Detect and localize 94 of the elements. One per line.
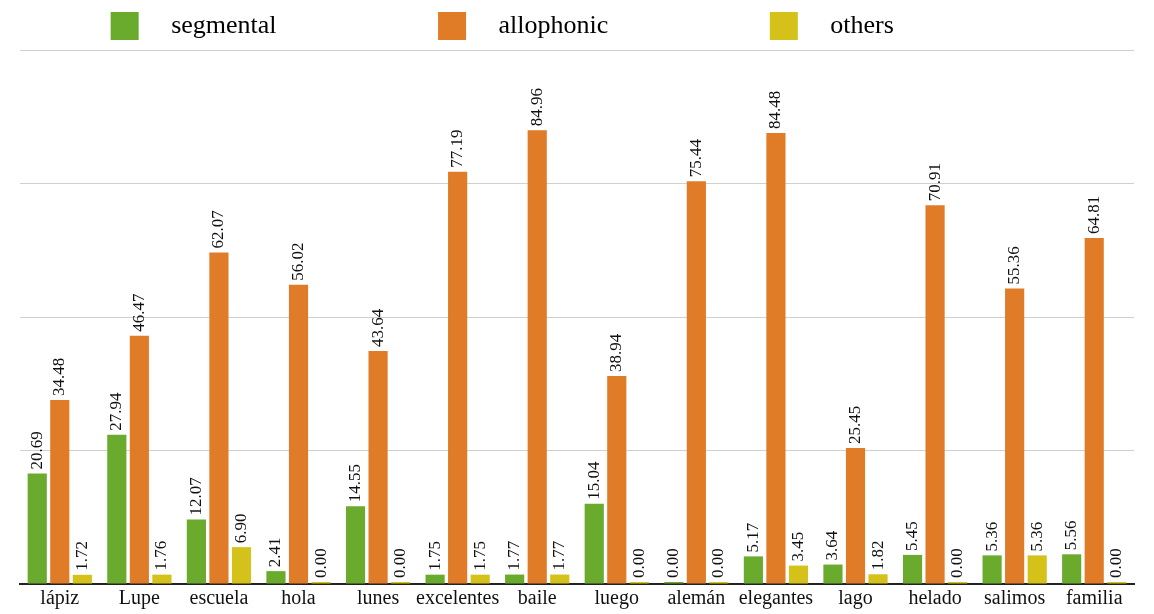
bar <box>266 571 286 584</box>
data-label: 64.81 <box>1083 195 1103 234</box>
bar <box>368 350 388 584</box>
data-label: 1.72 <box>71 541 91 571</box>
bar <box>209 252 229 584</box>
data-label: 5.17 <box>742 522 762 553</box>
data-label: 1.82 <box>867 540 887 571</box>
x-tick-label: Lupe <box>118 586 161 610</box>
legend-label: allophonic <box>479 9 758 39</box>
x-tick-label: lago <box>838 586 873 610</box>
data-label: 14.55 <box>344 464 364 503</box>
bar <box>868 574 888 584</box>
data-label: 27.94 <box>106 392 126 431</box>
bar <box>72 574 92 584</box>
bar <box>788 565 809 584</box>
x-tick-label: baile <box>517 586 557 609</box>
bar <box>470 574 490 584</box>
data-label: 20.69 <box>26 431 46 470</box>
x-tick-label: luego <box>594 586 639 610</box>
data-label: 1.77 <box>504 540 524 571</box>
bar <box>448 171 468 584</box>
x-tick-label: escuela <box>189 586 249 609</box>
data-label: 25.45 <box>844 405 864 445</box>
bar <box>686 181 706 584</box>
data-label: 0.00 <box>708 548 728 578</box>
data-label: 75.44 <box>685 138 705 178</box>
bar <box>550 574 570 584</box>
data-label: 12.07 <box>185 476 205 516</box>
data-label: 0.00 <box>663 548 683 578</box>
data-label: 70.91 <box>924 163 944 202</box>
data-label: 84.48 <box>765 90 785 129</box>
bar <box>288 284 309 584</box>
data-label: 1.75 <box>424 540 444 571</box>
bar <box>607 376 627 584</box>
x-tick-label: lunes <box>356 586 400 609</box>
bar <box>982 555 1002 584</box>
bar <box>425 574 445 584</box>
data-label: 3.64 <box>822 530 842 561</box>
bar <box>345 506 366 584</box>
data-label: 56.02 <box>287 242 307 281</box>
data-label: 0.00 <box>947 548 967 578</box>
bar <box>27 473 47 584</box>
bar <box>1084 237 1104 584</box>
data-label: 38.94 <box>606 333 626 373</box>
bar <box>129 335 149 584</box>
bar <box>584 503 604 584</box>
bar <box>902 554 923 584</box>
data-label: 1.76 <box>151 540 171 571</box>
data-label: 2.41 <box>265 537 285 568</box>
data-label: 1.75 <box>469 540 489 571</box>
x-tick-label: helado <box>908 586 962 609</box>
bar <box>152 574 172 584</box>
data-label: 62.07 <box>208 209 228 249</box>
data-label: 1.77 <box>549 540 569 571</box>
x-tick-label: lápiz <box>40 586 80 610</box>
data-label: 3.45 <box>787 531 807 562</box>
data-label: 5.56 <box>1061 520 1081 551</box>
bar <box>845 448 866 584</box>
data-label: 0.00 <box>310 548 330 578</box>
bar <box>925 205 945 584</box>
bar <box>186 519 206 584</box>
x-tick-label: familia <box>1065 586 1123 609</box>
data-label: 5.45 <box>901 521 921 551</box>
data-label: 46.47 <box>128 293 148 332</box>
bar <box>823 564 843 584</box>
data-label: 0.00 <box>1106 548 1126 578</box>
data-label: 6.90 <box>230 513 250 544</box>
data-label: 15.04 <box>583 460 603 500</box>
bar <box>505 574 525 584</box>
legend-label: others <box>810 9 1044 39</box>
x-tick-label: hola <box>281 586 316 609</box>
bar <box>527 130 547 584</box>
bar <box>1062 554 1082 584</box>
bar <box>1027 555 1047 584</box>
bar <box>107 434 127 584</box>
bar <box>50 399 70 584</box>
data-label: 0.00 <box>628 548 648 578</box>
data-label: 5.36 <box>981 521 1001 552</box>
x-tick-label: elegantes <box>738 586 814 610</box>
data-label: 43.64 <box>367 308 387 347</box>
data-label: 5.36 <box>1026 521 1046 552</box>
data-label: 34.48 <box>49 357 69 396</box>
x-tick-label: excelentes <box>416 586 500 609</box>
bar <box>743 556 763 584</box>
data-label: 0.00 <box>390 548 410 578</box>
bar <box>766 132 786 584</box>
bar <box>1005 288 1025 584</box>
x-tick-label: alemán <box>667 586 726 609</box>
legend-label: segmental <box>151 9 427 39</box>
data-label: 84.96 <box>526 88 546 127</box>
data-label: 55.36 <box>1004 246 1024 285</box>
data-label: 77.19 <box>447 129 467 168</box>
bar <box>231 547 252 584</box>
x-tick-label: salimos <box>984 586 1046 609</box>
